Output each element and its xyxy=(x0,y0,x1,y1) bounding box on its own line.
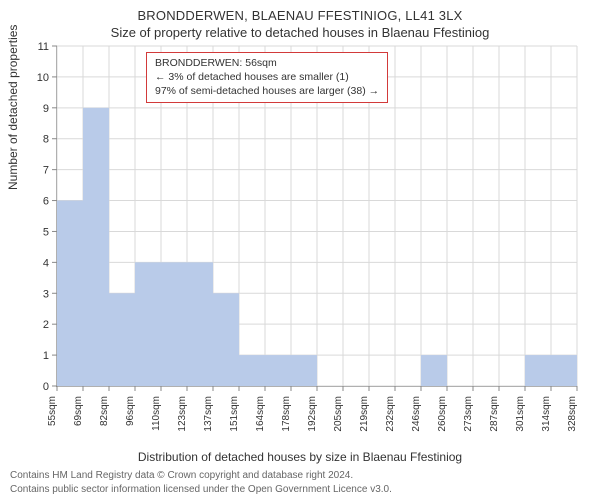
annotation-line-3: 97% of semi-detached houses are larger (… xyxy=(155,84,379,98)
bar xyxy=(525,355,551,386)
svg-text:4: 4 xyxy=(43,257,49,269)
svg-text:110sqm: 110sqm xyxy=(151,396,162,431)
bar xyxy=(213,293,239,386)
bar xyxy=(421,355,447,386)
annotation-line-2: ← 3% of detached houses are smaller (1) xyxy=(155,70,379,84)
bar xyxy=(135,262,161,386)
bar xyxy=(57,201,83,386)
svg-text:301sqm: 301sqm xyxy=(515,396,526,432)
figure: BRONDDERWEN, BLAENAU FFESTINIOG, LL41 3L… xyxy=(0,0,600,500)
bar xyxy=(291,355,317,386)
svg-text:82sqm: 82sqm xyxy=(99,396,110,426)
svg-text:164sqm: 164sqm xyxy=(255,396,266,432)
svg-text:205sqm: 205sqm xyxy=(333,396,344,432)
svg-text:151sqm: 151sqm xyxy=(229,396,240,432)
bar xyxy=(239,355,265,386)
svg-text:192sqm: 192sqm xyxy=(307,396,318,432)
footer-line-2: Contains public sector information licen… xyxy=(10,483,392,497)
title-line-1: BRONDDERWEN, BLAENAU FFESTINIOG, LL41 3L… xyxy=(10,8,590,23)
annotation-line-1: BRONDDERWEN: 56sqm xyxy=(155,56,379,70)
bar xyxy=(161,262,187,386)
x-axis-label: Distribution of detached houses by size … xyxy=(10,450,590,464)
bar xyxy=(109,293,135,386)
svg-text:219sqm: 219sqm xyxy=(359,396,370,432)
svg-text:7: 7 xyxy=(43,165,49,177)
footer: Contains HM Land Registry data © Crown c… xyxy=(10,469,392,496)
svg-text:1: 1 xyxy=(43,350,49,362)
svg-text:11: 11 xyxy=(38,41,49,53)
bar xyxy=(187,262,213,386)
svg-text:69sqm: 69sqm xyxy=(73,396,84,426)
svg-text:123sqm: 123sqm xyxy=(177,396,188,432)
y-axis-label: Number of detached properties xyxy=(6,25,20,190)
svg-text:260sqm: 260sqm xyxy=(437,396,448,432)
title-line-2: Size of property relative to detached ho… xyxy=(10,25,590,40)
svg-text:3: 3 xyxy=(43,288,49,300)
svg-text:10: 10 xyxy=(37,72,49,84)
svg-text:5: 5 xyxy=(43,226,49,238)
svg-text:273sqm: 273sqm xyxy=(463,396,474,432)
bar xyxy=(265,355,291,386)
chart-area: 0123456789101155sqm69sqm82sqm96sqm110sqm… xyxy=(56,46,576,386)
footer-line-1: Contains HM Land Registry data © Crown c… xyxy=(10,469,392,483)
svg-text:55sqm: 55sqm xyxy=(47,396,58,426)
svg-text:328sqm: 328sqm xyxy=(567,396,578,432)
svg-text:232sqm: 232sqm xyxy=(385,396,396,432)
svg-text:246sqm: 246sqm xyxy=(411,396,422,432)
bar xyxy=(83,108,109,386)
svg-text:6: 6 xyxy=(43,196,49,208)
svg-text:9: 9 xyxy=(43,103,49,115)
annotation-box: BRONDDERWEN: 56sqm ← 3% of detached hous… xyxy=(146,52,388,103)
svg-text:96sqm: 96sqm xyxy=(125,396,136,426)
bar xyxy=(551,355,577,386)
svg-text:287sqm: 287sqm xyxy=(489,396,500,432)
svg-text:8: 8 xyxy=(43,134,49,146)
svg-text:178sqm: 178sqm xyxy=(281,396,292,432)
svg-text:314sqm: 314sqm xyxy=(541,396,552,432)
svg-text:137sqm: 137sqm xyxy=(203,396,214,432)
svg-text:0: 0 xyxy=(43,381,49,393)
svg-text:2: 2 xyxy=(43,319,49,331)
